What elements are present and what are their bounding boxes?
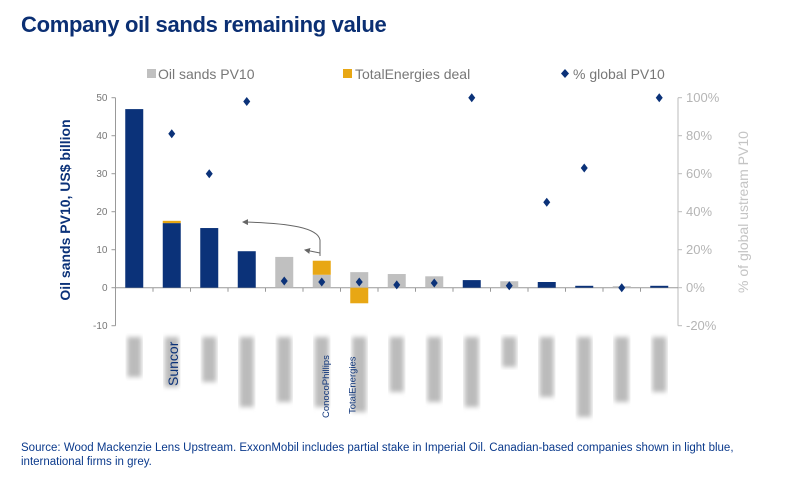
y-tick-label: 50 [96,93,108,104]
y2-tick-label: 80% [686,128,712,143]
legend-swatch-oil-sands [147,69,156,78]
arrow-to-suncor [242,219,321,256]
bar-totalenergies-deal [312,260,331,275]
point-pct-global-pv10 [243,97,251,106]
category-label-blurred [314,337,329,407]
category-label-blurred [277,337,292,402]
point-pct-global-pv10 [543,197,551,207]
bar-oil-sands-pv10 [125,109,144,288]
y-tick-label: 40 [96,131,108,142]
y2-axis-label: % of global ustream PV10 [735,131,751,293]
arrow-to-conocophillips [304,248,321,254]
category-label-blurred [127,337,142,377]
y2-tick-label: 60% [686,166,712,181]
bar-oil-sands-pv10 [162,223,181,288]
bar-totalenergies-deal [162,220,181,224]
category-label-blurred [577,337,592,417]
chart-title: Company oil sands remaining value [21,12,387,37]
category-label: Suncor [165,341,181,386]
bar-oil-sands-pv10 [462,280,481,288]
y-tick-label: -10 [93,321,108,332]
point-pct-global-pv10 [505,281,513,291]
chart: Oil sands PV10 TotalEnergies deal % glob… [57,66,751,418]
point-pct-global-pv10 [280,276,288,286]
category-label-blurred [614,337,629,402]
point-pct-global-pv10 [355,277,363,287]
category-label-blurred [539,337,554,397]
category-label-blurred [352,337,367,412]
point-pct-global-pv10 [468,93,476,103]
category-label-blurred [389,337,404,392]
y2-tick-label: 40% [686,204,712,219]
point-pct-global-pv10 [205,169,213,179]
point-pct-global-pv10 [655,93,663,103]
bar-oil-sands-pv10 [237,251,256,288]
legend-label-totalenergies: TotalEnergies deal [355,66,470,82]
category-label-blurred [652,337,667,392]
bar-oil-sands-pv10 [650,285,669,288]
category-label: ConocoPhillips [321,355,332,418]
y-tick-label: 0 [102,283,108,294]
legend-diamond-icon [561,69,569,78]
category-label-blurred [427,337,442,402]
legend-swatch-totalenergies [343,69,352,78]
y-tick-label: 30 [96,169,108,180]
category-label-blurred [502,337,517,367]
category-label: TotalEnergies [347,356,358,414]
y-tick-label: 10 [96,245,108,256]
category-label-blurred [239,337,254,407]
point-pct-global-pv10 [393,280,401,290]
source-footnote: Source: Wood Mackenzie Lens Upstream. Ex… [21,442,734,468]
point-pct-global-pv10 [318,277,326,287]
category-label-blurred [464,337,479,407]
y2-tick-label: -20% [686,318,717,333]
y2-tick-label: 0% [686,280,705,295]
bar-oil-sands-pv10 [200,228,219,288]
bar-oil-sands-pv10 [275,256,294,288]
point-pct-global-pv10 [168,129,176,139]
annotation-arrows [242,219,321,256]
y-tick-label: 20 [96,207,108,218]
bar-oil-sands-pv10 [575,285,594,288]
point-pct-global-pv10 [618,283,626,293]
legend-label-pct-global: % global PV10 [573,66,665,82]
y-axis-label: Oil sands PV10, US$ billion [57,119,73,300]
point-pct-global-pv10 [580,163,588,173]
legend-label-oil-sands: Oil sands PV10 [158,66,255,82]
bar-totalenergies-deal [350,287,369,304]
category-label-blurred [202,337,217,382]
y2-tick-label: 20% [686,242,712,257]
category-label-blurred [164,337,179,387]
legend: Oil sands PV10 TotalEnergies deal % glob… [147,66,665,82]
point-pct-global-pv10 [430,278,438,288]
y2-tick-label: 100% [686,90,720,105]
bar-oil-sands-pv10 [537,282,556,288]
